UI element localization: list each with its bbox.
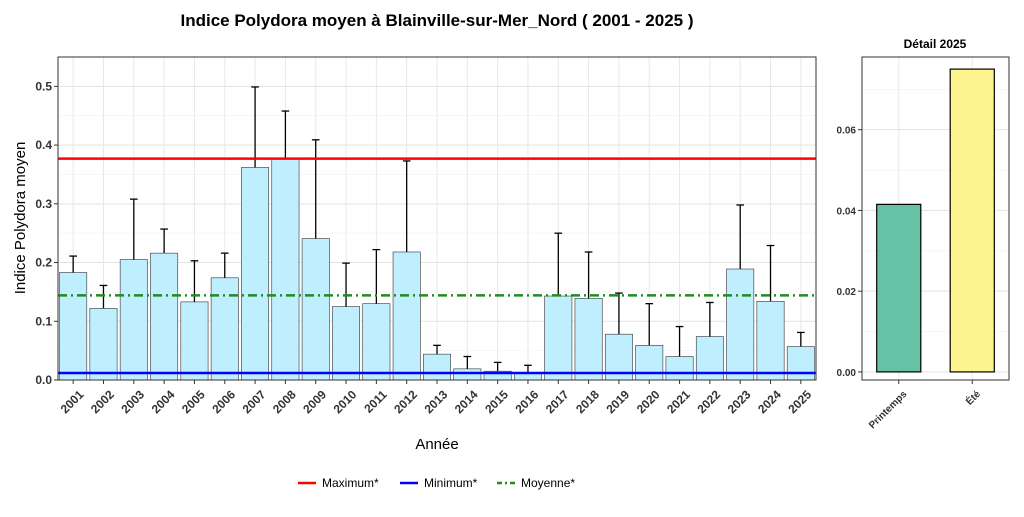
x-tick-label-2022: 2022 bbox=[694, 387, 723, 416]
bar-2013 bbox=[423, 353, 451, 381]
x-tick-label-2006: 2006 bbox=[209, 387, 238, 416]
bar-2003 bbox=[119, 259, 148, 381]
x-tick-label-2002: 2002 bbox=[88, 387, 117, 416]
detail-y-tick-label: 0.00 bbox=[837, 368, 857, 379]
legend-label-minimum: Minimum* bbox=[424, 476, 478, 490]
bar-2023 bbox=[726, 268, 755, 381]
x-tick-label-2023: 2023 bbox=[725, 387, 754, 416]
bar-2005 bbox=[180, 301, 209, 381]
y-tick-label: 0.0 bbox=[35, 373, 52, 387]
x-tick-label-2012: 2012 bbox=[391, 387, 420, 416]
x-tick-label-2016: 2016 bbox=[513, 387, 542, 416]
y-tick-label: 0.2 bbox=[35, 256, 52, 270]
bar-2010 bbox=[332, 306, 360, 381]
detail-bar-été bbox=[949, 68, 995, 373]
bar-2008 bbox=[271, 158, 300, 381]
main-chart-title: Indice Polydora moyen à Blainville-sur-M… bbox=[180, 11, 693, 30]
y-tick-label: 0.3 bbox=[35, 197, 52, 211]
bar-2011 bbox=[362, 303, 391, 381]
bar-2014 bbox=[453, 368, 482, 381]
detail-y-tick-label: 0.02 bbox=[837, 287, 857, 298]
bar-2021 bbox=[665, 356, 694, 381]
x-tick-label-2001: 2001 bbox=[58, 387, 87, 416]
x-tick-label-2020: 2020 bbox=[634, 387, 663, 416]
bar-2024 bbox=[756, 301, 785, 381]
x-tick-label-2008: 2008 bbox=[270, 387, 299, 416]
detail-y-tick-label: 0.06 bbox=[837, 126, 857, 137]
legend: Maximum* Minimum* Moyenne* bbox=[298, 476, 575, 490]
bar-2001 bbox=[59, 272, 88, 381]
detail-plot-frame bbox=[861, 56, 1010, 381]
x-tick-label-2013: 2013 bbox=[422, 387, 451, 416]
x-tick-label-2018: 2018 bbox=[573, 387, 602, 416]
x-tick-label-2021: 2021 bbox=[664, 387, 693, 416]
bar-2009 bbox=[301, 238, 330, 381]
x-axis-title: Année bbox=[415, 436, 458, 453]
x-tick-label-2010: 2010 bbox=[331, 387, 360, 416]
x-tick-label-2004: 2004 bbox=[149, 387, 178, 416]
x-tick-label-2019: 2019 bbox=[603, 387, 632, 416]
detail-y-tick-label: 0.04 bbox=[837, 206, 857, 217]
bar-2012 bbox=[392, 251, 421, 381]
bar-2018 bbox=[574, 298, 603, 381]
detail-panel: 0.00 0.02 0.04 0.06 Printemps Été bbox=[837, 56, 1010, 432]
bar-2017 bbox=[544, 295, 573, 381]
bar-2025 bbox=[786, 346, 815, 381]
y-tick-label: 0.4 bbox=[35, 138, 52, 152]
bar-2006 bbox=[210, 277, 239, 381]
x-tick-label-2025: 2025 bbox=[785, 387, 814, 416]
detail-x-tick-label-printemps: Printemps bbox=[867, 389, 910, 432]
bar-2002 bbox=[89, 308, 118, 381]
legend-label-moyenne: Moyenne* bbox=[521, 476, 575, 490]
x-tick-label-2011: 2011 bbox=[361, 387, 390, 416]
x-tick-label-2014: 2014 bbox=[452, 387, 481, 416]
x-tick-label-2024: 2024 bbox=[755, 387, 784, 416]
x-tick-label-2017: 2017 bbox=[543, 387, 572, 416]
x-tick-label-2009: 2009 bbox=[300, 387, 329, 416]
bar-2020 bbox=[635, 345, 664, 381]
x-tick-label-2003: 2003 bbox=[118, 387, 147, 416]
y-axis-title: Indice Polydora moyen bbox=[12, 142, 29, 295]
bar-2007 bbox=[241, 167, 270, 381]
detail-x-tick-label-été: Été bbox=[963, 387, 984, 408]
x-tick-label-2015: 2015 bbox=[482, 387, 511, 416]
detail-chart-title: Détail 2025 bbox=[904, 37, 967, 51]
y-tick-label: 0.5 bbox=[35, 79, 52, 93]
y-tick-label: 0.1 bbox=[35, 314, 52, 328]
x-tick-label-2007: 2007 bbox=[240, 387, 269, 416]
x-tick-label-2005: 2005 bbox=[179, 387, 208, 416]
legend-label-maximum: Maximum* bbox=[322, 476, 379, 490]
detail-bar-printemps bbox=[876, 203, 922, 373]
bar-2004 bbox=[150, 252, 179, 381]
